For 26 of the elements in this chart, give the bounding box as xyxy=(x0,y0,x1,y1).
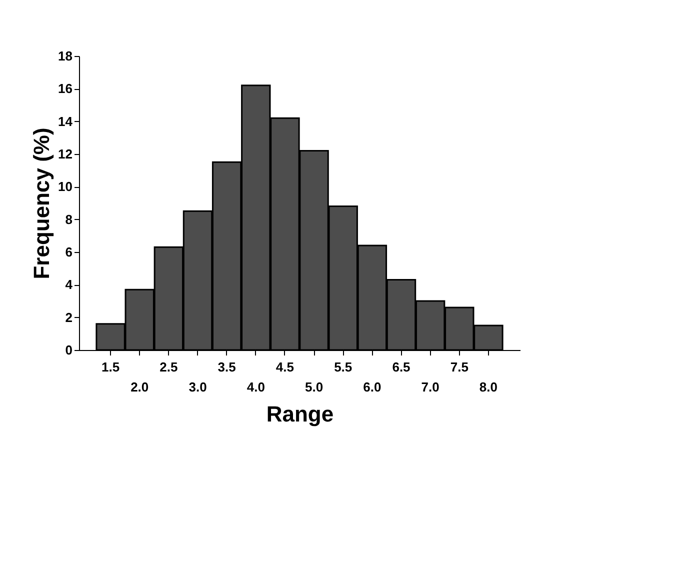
y-tick-label: 0 xyxy=(65,342,72,358)
x-tick-label: 6.0 xyxy=(363,380,382,394)
x-tick-label: 7.5 xyxy=(450,360,468,374)
y-tick-label: 2 xyxy=(65,310,72,325)
y-tick-label: 16 xyxy=(58,81,72,96)
y-tick-label: 4 xyxy=(65,277,74,292)
x-tick-label: 2.0 xyxy=(130,380,149,394)
x-tick-label: 5.5 xyxy=(334,360,352,374)
x-tick-label: 6.5 xyxy=(392,360,410,374)
y-tick-label: 8 xyxy=(65,212,72,227)
x-tick-label: 3.5 xyxy=(218,360,236,374)
y-tick-label: 18 xyxy=(58,48,72,64)
y-tick-label: 14 xyxy=(58,114,74,129)
y-tick-label: 12 xyxy=(58,146,72,162)
x-tick-label: 2.5 xyxy=(160,360,178,374)
x-tick-label: 1.5 xyxy=(102,360,120,374)
x-tick-label: 3.0 xyxy=(188,380,207,394)
x-axis-title: Range xyxy=(266,402,334,426)
y-tick-label: 10 xyxy=(58,179,72,194)
x-tick-label: 7.0 xyxy=(421,380,440,394)
y-axis-title: Frequency (%) xyxy=(29,128,54,280)
x-tick-label: 4.5 xyxy=(276,360,294,374)
y-tick-label: 6 xyxy=(65,244,72,260)
x-tick-label: 4.0 xyxy=(246,380,265,394)
x-tick-label: 5.0 xyxy=(304,380,324,394)
x-tick-label: 8.0 xyxy=(479,380,498,394)
